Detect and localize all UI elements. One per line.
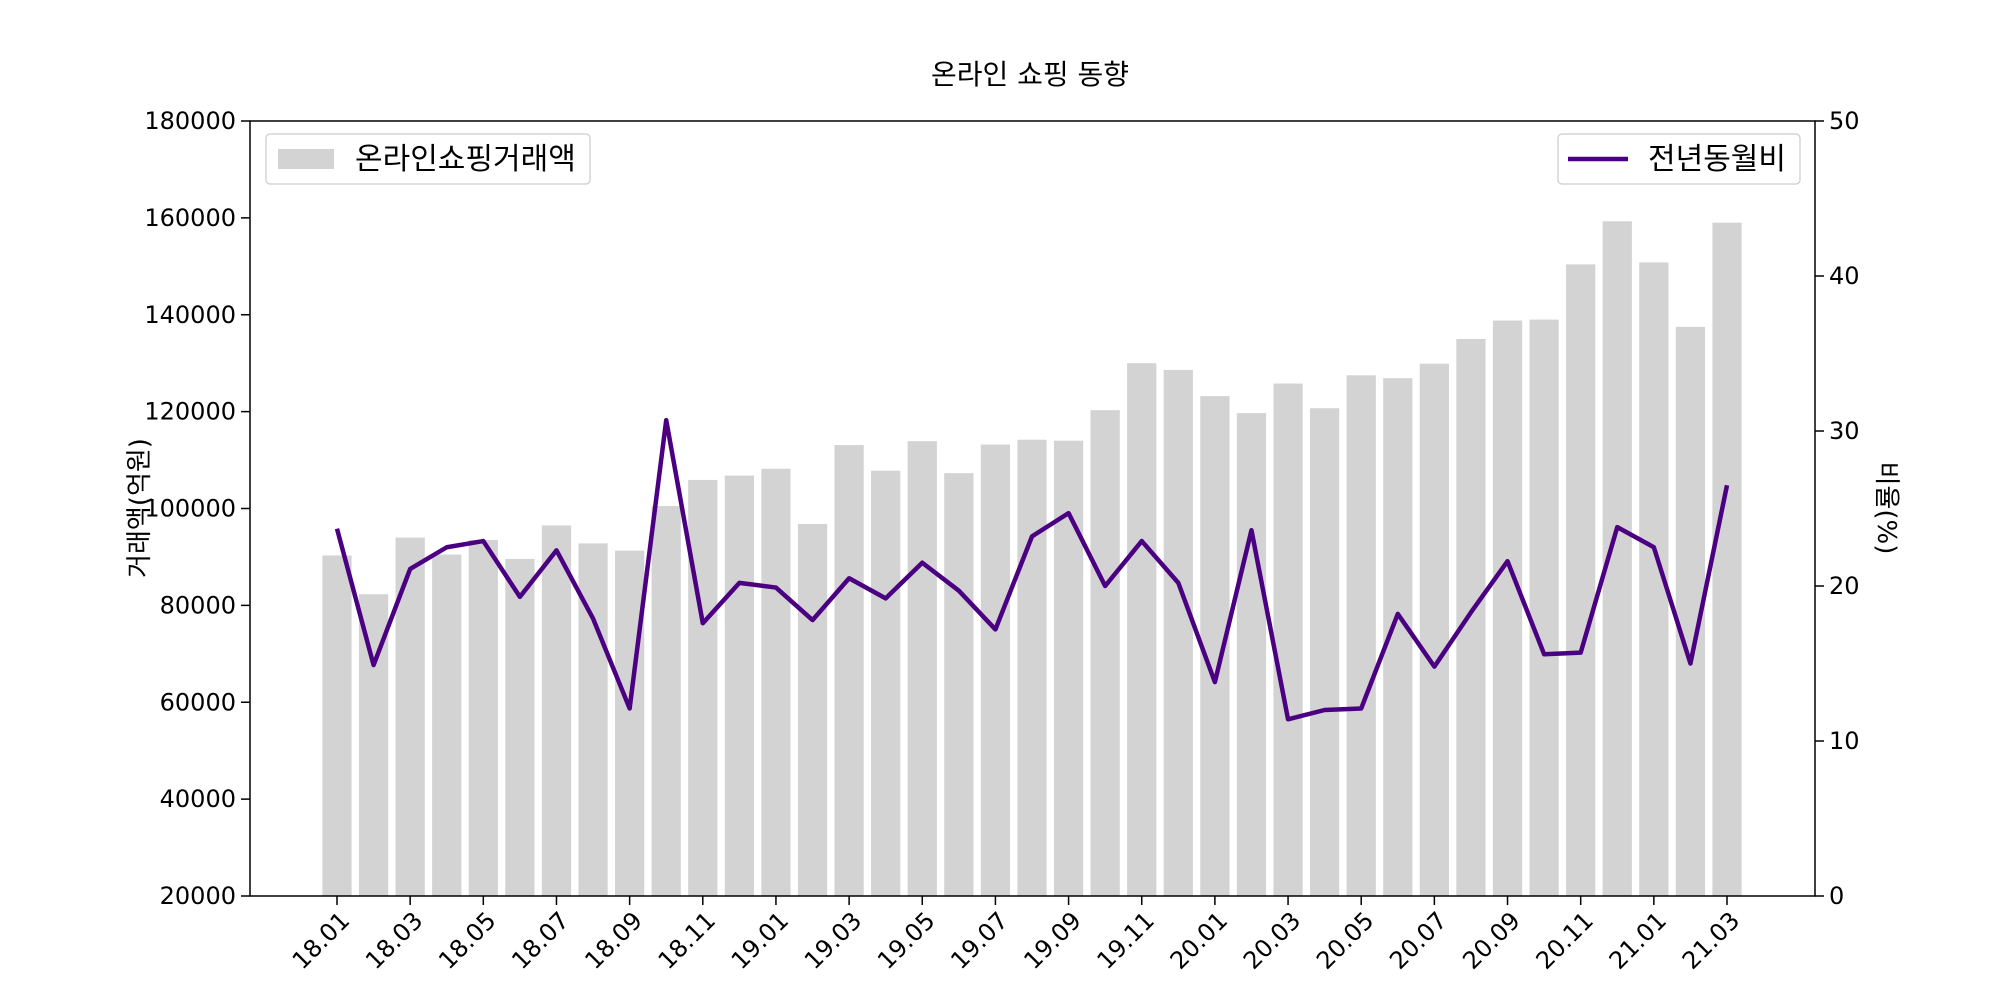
legend-line-label: 전년동월비 xyxy=(1648,142,1786,177)
right-tick-label: 20 xyxy=(1829,572,1860,600)
bar-19.06 xyxy=(944,473,974,896)
bar-19.01 xyxy=(761,468,791,896)
line-series-yoy xyxy=(334,417,1730,722)
x-tick-label: 19.11 xyxy=(1092,906,1160,974)
bar-20.07 xyxy=(1419,363,1449,896)
left-axis: 20000 40000 60000 80000 100000 120000 140000 16… xyxy=(144,107,250,910)
x-tick-label: 20.11 xyxy=(1531,906,1599,974)
bar-20.10 xyxy=(1529,319,1559,897)
bar-19.11 xyxy=(1127,363,1157,896)
bar-18.12 xyxy=(724,475,754,896)
x-tick-label: 20.09 xyxy=(1457,906,1525,974)
x-axis: 18.01 18.03 18.05 18.07 18.09 18.11 19.01 19.03… xyxy=(287,896,1745,975)
bar-20.04 xyxy=(1310,408,1340,896)
bar-19.12 xyxy=(1163,369,1193,897)
left-tick-label: 120000 xyxy=(144,398,236,426)
x-tick-label: 19.03 xyxy=(799,906,867,974)
bar-19.05 xyxy=(907,441,937,896)
bar-18.01 xyxy=(322,555,352,896)
x-tick-label: 19.09 xyxy=(1018,906,1086,974)
bar-18.10 xyxy=(651,506,681,896)
x-tick-label: 20.05 xyxy=(1311,906,1379,974)
left-tick-label: 80000 xyxy=(160,591,236,619)
bar-18.05 xyxy=(468,539,498,896)
bar-19.08 xyxy=(1017,439,1047,896)
line-layer xyxy=(334,417,1730,722)
x-tick-label: 18.05 xyxy=(433,906,501,974)
x-tick-label: 21.01 xyxy=(1604,906,1672,974)
bar-19.07 xyxy=(980,444,1011,896)
chart-title: 온라인 쇼핑 동향 xyxy=(931,58,1129,91)
left-tick-label: 140000 xyxy=(144,301,236,329)
bar-20.09 xyxy=(1492,320,1523,896)
left-axis-title: 거래액(억원) xyxy=(125,438,155,578)
x-tick-label: 20.01 xyxy=(1165,906,1233,974)
right-axis: 0 10 20 30 40 50 xyxy=(1815,107,1860,910)
bar-19.03 xyxy=(834,445,864,896)
x-tick-label: 20.07 xyxy=(1384,906,1452,974)
bar-18.04 xyxy=(432,554,462,896)
right-tick-label: 50 xyxy=(1829,107,1860,135)
bar-19.04 xyxy=(871,470,901,896)
bars-layer xyxy=(322,221,1742,897)
bar-20.08 xyxy=(1456,338,1486,897)
bar-21.03 xyxy=(1712,222,1742,897)
legend-bar-swatch xyxy=(278,149,334,169)
legend-bar-label: 온라인쇼핑거래액 xyxy=(355,142,576,177)
x-tick-label: 18.07 xyxy=(506,906,574,974)
bar-18.06 xyxy=(505,558,535,897)
x-tick-label: 19.05 xyxy=(872,906,940,974)
x-tick-label: 21.03 xyxy=(1677,906,1745,974)
x-tick-label: 19.07 xyxy=(945,906,1013,974)
x-tick-label: 20.03 xyxy=(1238,906,1306,974)
left-tick-label: 160000 xyxy=(144,204,236,232)
left-tick-label: 100000 xyxy=(144,495,236,523)
left-tick-label: 20000 xyxy=(160,882,236,910)
right-tick-label: 40 xyxy=(1829,262,1860,290)
x-tick-label: 18.11 xyxy=(653,906,721,974)
x-tick-label: 18.09 xyxy=(579,906,647,974)
bar-19.02 xyxy=(797,524,828,896)
bar-20.05 xyxy=(1346,375,1376,896)
legend-line: 전년동월비 xyxy=(1557,133,1801,185)
x-tick-label: 18.01 xyxy=(287,906,355,974)
bar-18.11 xyxy=(688,479,718,896)
bar-19.10 xyxy=(1090,410,1120,896)
bar-18.09 xyxy=(615,550,645,896)
x-tick-label: 18.03 xyxy=(360,906,428,974)
right-tick-label: 30 xyxy=(1829,417,1860,445)
left-tick-label: 180000 xyxy=(144,107,236,135)
bar-20.02 xyxy=(1236,413,1267,896)
legend-line-box xyxy=(1557,133,1801,185)
right-tick-label: 10 xyxy=(1829,727,1860,755)
right-tick-label: 0 xyxy=(1829,882,1844,910)
bar-19.09 xyxy=(1053,440,1084,896)
legend-bar: 온라인쇼핑거래액 xyxy=(265,133,591,185)
bar-18.07 xyxy=(541,525,572,896)
left-tick-label: 40000 xyxy=(160,785,236,813)
x-tick-label: 19.01 xyxy=(726,906,794,974)
left-tick-label: 60000 xyxy=(160,688,236,716)
legend-bar-box xyxy=(265,133,591,185)
bar-20.03 xyxy=(1273,383,1303,896)
right-axis-title: 비율(%) xyxy=(1871,462,1901,555)
bar-20.11 xyxy=(1566,264,1596,897)
